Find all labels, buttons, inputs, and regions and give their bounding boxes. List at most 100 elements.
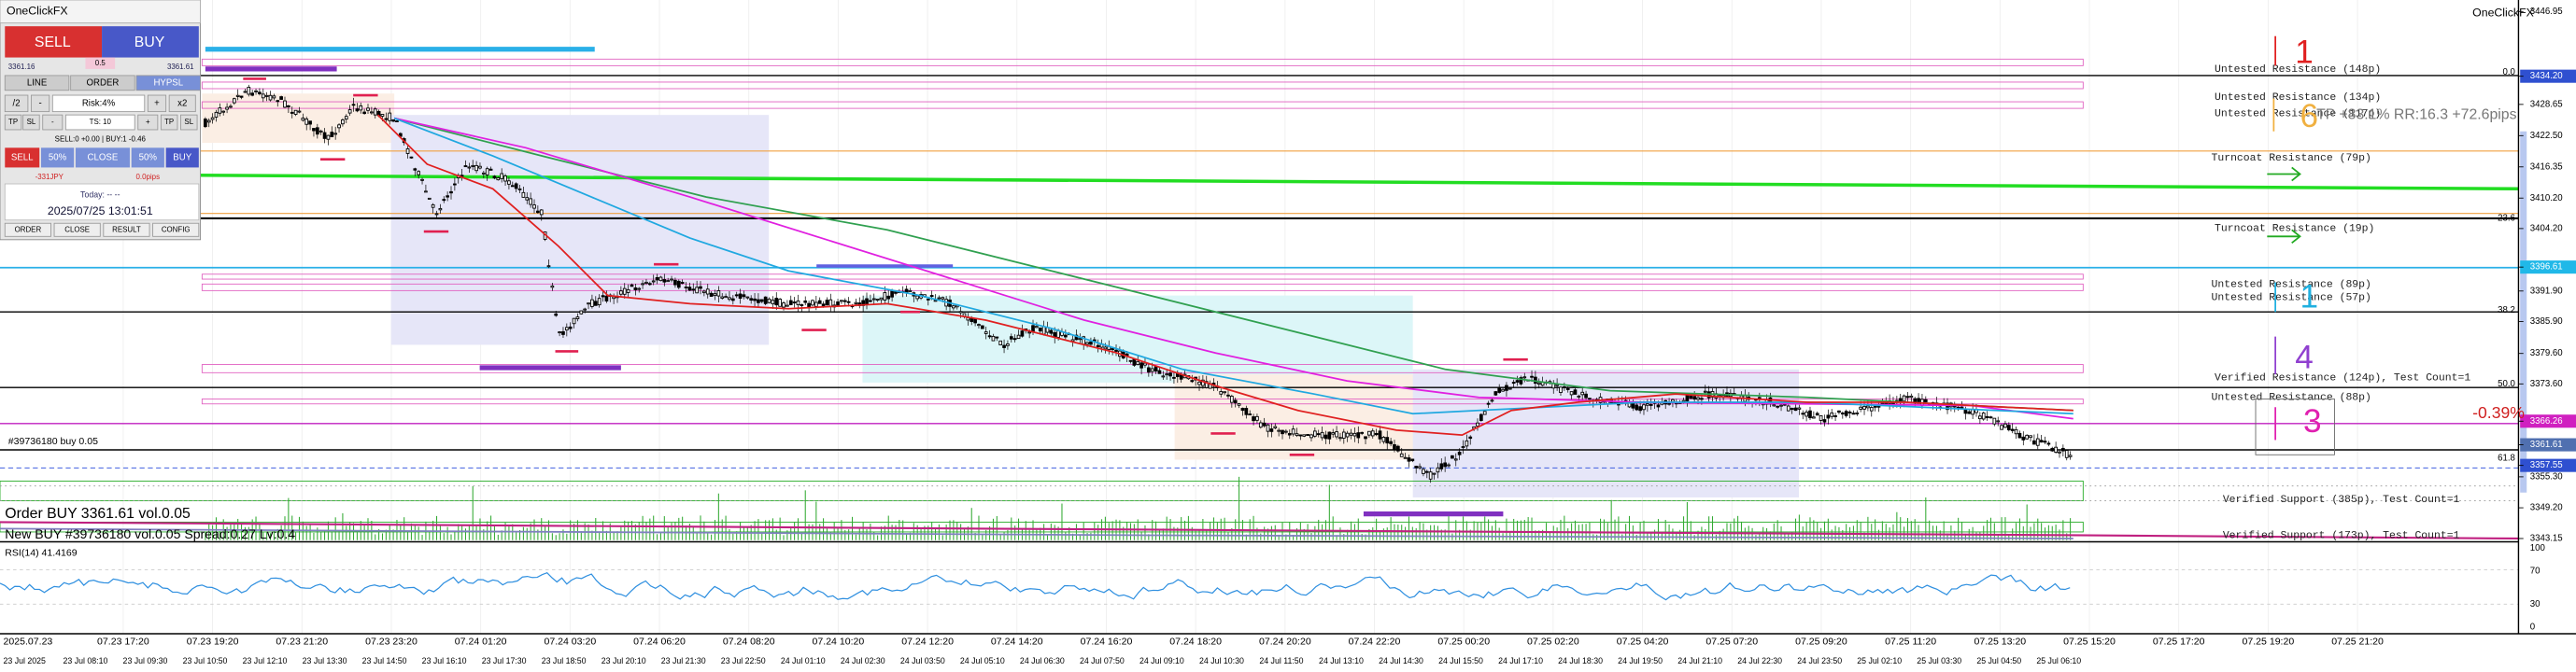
time-label: 24 Jul 15:50 [1438,656,1483,665]
control[interactable] [160,114,178,131]
footer-button[interactable] [103,222,150,237]
candle-body [1312,430,1317,437]
candle-body [525,197,530,201]
arrow [2291,229,2301,245]
candle-body [828,299,833,307]
candle-body [702,290,706,294]
candle-body [1859,406,1863,410]
control[interactable] [42,114,64,131]
sell-label: SELL [35,35,71,50]
candle-body [1671,399,1675,402]
candle-body [2058,451,2061,454]
control[interactable] [131,147,164,168]
candle-body [1291,428,1295,435]
candle-body [1451,455,1454,459]
fib-label: 61.8 [2498,453,2515,463]
control-label: SL [27,118,36,126]
candle-body [651,280,656,283]
candle-body [705,288,710,295]
control[interactable] [40,147,75,168]
candle-body [341,119,345,125]
candle-body [449,190,453,194]
control[interactable] [168,94,196,113]
control[interactable] [147,94,167,113]
control[interactable] [75,147,130,168]
rsi-line [0,571,2071,601]
candle-body [817,300,822,304]
candle-body [575,316,580,319]
tab[interactable] [4,75,70,91]
candle-body [431,203,435,208]
candle-body [1352,432,1357,437]
candle-body [337,124,341,129]
candle-body [1204,381,1209,388]
control[interactable] [5,147,40,168]
control[interactable] [4,94,29,113]
candle-body [1812,416,1816,419]
lot-box[interactable] [85,57,116,69]
candle-body [297,110,302,113]
tab[interactable] [70,75,135,91]
candle-body [1797,407,1802,410]
time-label: 2025.07.23 [4,637,53,648]
candle-body [221,110,226,113]
mark-number: 6 [2300,98,2319,134]
candle-body [1432,472,1437,475]
time-label: 07.24 03:20 [544,637,596,648]
fib-label: 23.6 [2498,214,2515,224]
candle-body [391,119,395,122]
candle-body [1963,409,1968,414]
candle-body [709,292,714,297]
control[interactable] [51,94,146,113]
time-label: 07.25 11:20 [1885,637,1936,648]
fib-label: 38.2 [2498,305,2515,315]
zone-label: Verified Support (385p), Test Count=1 [2223,494,2460,506]
zone-label: Untested Resistance (117p) [2215,107,2381,119]
time-label: 24 Jul 18:30 [1558,656,1603,665]
candle-body [1237,403,1241,406]
candle-body [204,119,207,128]
time-label: 07.24 10:20 [813,637,865,648]
time-label: 07.23 19:20 [187,637,239,648]
control[interactable] [165,147,199,168]
candle-body [941,297,945,300]
control[interactable] [30,94,50,113]
tab[interactable] [135,75,202,91]
candle-body [1486,402,1491,405]
candle-body [2021,436,2026,441]
tab-label: LINE [27,77,48,88]
zone-label: Verified Resistance (124p), Test Count=1 [2215,372,2470,385]
candle-body [619,290,623,295]
control[interactable] [137,114,159,131]
candle-body [1559,386,1563,393]
candle-body [1772,404,1776,407]
time-label: 24 Jul 17:10 [1498,656,1543,665]
candle-body [276,100,280,103]
candle-body [1563,386,1566,388]
buy-button[interactable] [102,26,199,58]
candle-body [1457,451,1462,455]
candle-body [1851,413,1856,415]
candle-body [496,177,501,181]
footer-button[interactable] [53,222,101,237]
candle-body [800,304,804,306]
price-highlight [2520,438,2576,452]
control[interactable] [180,114,198,131]
candle-body [1476,422,1479,427]
control[interactable] [22,114,40,131]
candle-body [1844,411,1848,416]
footer-button[interactable] [152,222,200,237]
control[interactable] [4,114,22,131]
candle-body [239,95,244,98]
sell-button[interactable] [5,26,103,58]
candle-body [1277,429,1281,432]
price-label: 3404.20 [2530,223,2563,233]
candle-body [500,173,504,179]
footer-button[interactable] [4,222,51,237]
control-label: BUY [173,152,191,162]
candle-body [1497,387,1502,393]
time-label: 07.24 20:20 [1259,637,1311,648]
candle-body [1284,430,1288,433]
candle-body [673,279,677,286]
control[interactable] [64,114,135,131]
